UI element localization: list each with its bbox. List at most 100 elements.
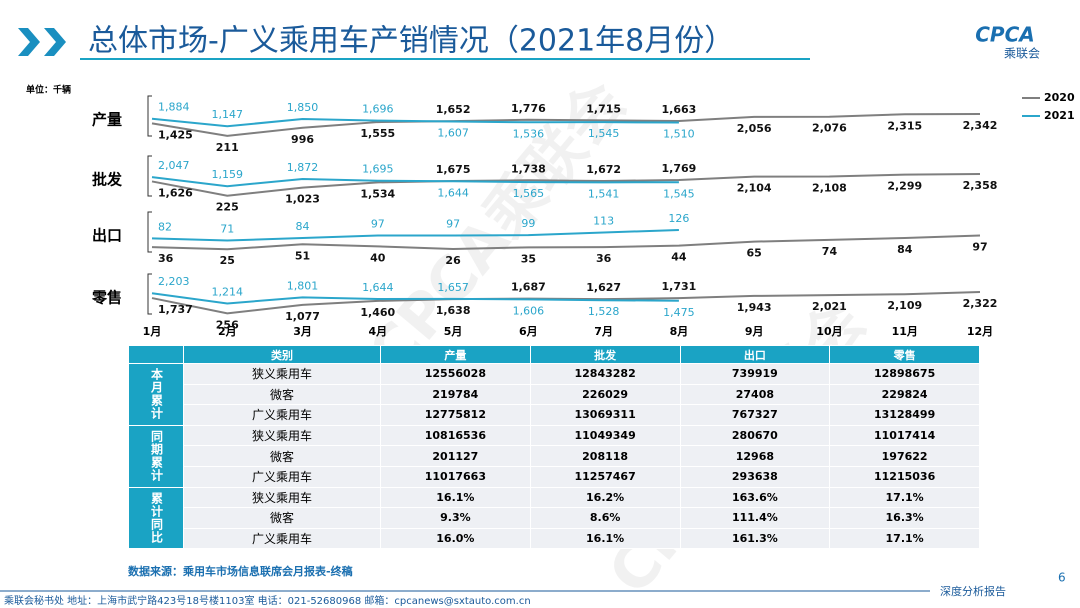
table-cell: 16.3% (829, 507, 980, 529)
value-label: 1,159 (212, 168, 244, 181)
table-cell: 12556028 (380, 363, 531, 385)
value-label: 1,715 (586, 102, 621, 115)
x-tick-label: 3月 (293, 325, 312, 338)
x-tick-label: 9月 (745, 325, 764, 338)
x-tick-label: 8月 (670, 325, 689, 338)
value-label: 1,607 (437, 127, 469, 140)
table-row: 广义乘用车 12775812 13069311 767327 13128499 (129, 404, 980, 426)
panel-bracket (147, 155, 152, 197)
chevron (18, 28, 40, 56)
value-label: 1,769 (662, 162, 697, 175)
value-label: 1,528 (588, 305, 620, 318)
table-cell: 739919 (679, 363, 831, 385)
value-label: 2,076 (812, 122, 847, 135)
value-label: 1,541 (588, 187, 620, 200)
value-label: 74 (822, 245, 838, 258)
table-row: 同期累计 狭义乘用车 10816536 11049349 280670 11017414 (128, 424, 980, 488)
table-cell: 广义乘用车 (183, 404, 381, 426)
value-label: 256 (216, 318, 239, 331)
table-cell: 161.3% (679, 527, 831, 550)
panel-bracket (147, 211, 152, 253)
panel-title: 零售 (91, 289, 122, 307)
value-label: 1,737 (158, 303, 193, 316)
value-label: 2,021 (812, 300, 847, 313)
value-label: 2,104 (737, 182, 772, 195)
column-header: 零售 (829, 345, 980, 364)
value-label: 1,801 (287, 279, 319, 292)
value-label: 1,663 (662, 103, 697, 116)
value-label: 1,425 (158, 128, 193, 141)
value-label: 211 (216, 141, 239, 154)
logo: CPCA (975, 23, 1035, 47)
table-header: 类别 产量 批发 出口 零售 (128, 345, 980, 364)
table-cell: 广义乘用车 (183, 465, 381, 488)
value-label: 97 (371, 218, 385, 231)
corner (128, 345, 184, 364)
table-cell: 狭义乘用车 (183, 424, 381, 447)
value-label: 40 (370, 251, 386, 264)
logo-sub: 乘联会 (1004, 47, 1040, 61)
table-cell: 197622 (829, 445, 980, 467)
group-label: 同期累计 (128, 424, 184, 488)
table-row: 微客 219784 226029 27408 229824 (129, 383, 980, 406)
table-cell: 767327 (679, 404, 831, 426)
legend-label: 2021 (1044, 109, 1075, 122)
value-label: 1,652 (436, 103, 471, 116)
table-cell: 9.3% (380, 507, 531, 529)
table-cell: 16.0% (380, 527, 531, 550)
table-cell: 27408 (679, 383, 831, 406)
value-label: 2,358 (963, 179, 998, 192)
table-cell: 293638 (679, 465, 831, 488)
table-row: 微客 9.3% 8.6% 111.4% 16.3% (129, 507, 980, 529)
value-label: 84 (296, 220, 310, 233)
x-tick-label: 7月 (594, 325, 613, 338)
x-tick-label: 12月 (967, 325, 993, 338)
value-label: 1,884 (158, 101, 190, 114)
value-label: 2,315 (887, 119, 922, 132)
footer-address: 乘联会秘书处 地址：上海市武宁路423号18号楼1103室 电话：021-526… (4, 594, 531, 607)
value-label: 1,657 (437, 281, 469, 294)
value-label: 1,627 (586, 281, 621, 294)
value-label: 44 (671, 251, 687, 264)
value-label: 26 (445, 254, 461, 267)
x-tick-label: 2月 (218, 325, 237, 338)
value-label: 1,147 (212, 108, 244, 121)
column-header: 批发 (529, 345, 681, 364)
value-label: 1,460 (360, 306, 395, 319)
value-label: 2,056 (737, 122, 772, 135)
legend-label: 2020 (1044, 91, 1075, 104)
value-label: 1,672 (586, 163, 621, 176)
value-label: 36 (596, 252, 612, 265)
unit: 单位：千辆 (26, 84, 71, 96)
table-cell: 226029 (529, 383, 681, 406)
value-label: 1,545 (588, 127, 620, 140)
series-line (151, 292, 679, 305)
panel-bracket (147, 273, 152, 315)
value-label: 1,606 (513, 304, 545, 317)
x-tick-label: 4月 (368, 325, 387, 338)
value-label: 71 (220, 222, 234, 235)
group-label: 本月累计 (128, 363, 184, 426)
footer-report: 深度分析报告 (940, 584, 1006, 598)
x-tick-label: 11月 (892, 325, 918, 338)
value-label: 126 (668, 212, 689, 225)
table-row: 微客 201127 208118 12968 197622 (129, 445, 980, 467)
value-label: 1,475 (663, 306, 695, 319)
table-cell: 12968 (679, 445, 831, 467)
value-label: 1,077 (285, 310, 320, 323)
table-cell: 11215036 (829, 465, 980, 488)
table-cell: 狭义乘用车 (183, 363, 381, 385)
column-header: 出口 (679, 345, 831, 364)
value-label: 1,536 (513, 127, 545, 140)
value-label: 1,214 (212, 285, 244, 298)
table-row: 广义乘用车 16.0% 16.1% 161.3% 17.1% (129, 527, 980, 550)
value-label: 1,738 (511, 162, 546, 175)
table-cell: 10816536 (380, 424, 531, 447)
series-line (151, 176, 679, 188)
value-label: 25 (220, 254, 235, 267)
value-label: 225 (216, 201, 239, 214)
table-cell: 微客 (183, 445, 381, 467)
value-label: 1,545 (663, 187, 695, 200)
value-label: 1,644 (437, 186, 469, 199)
